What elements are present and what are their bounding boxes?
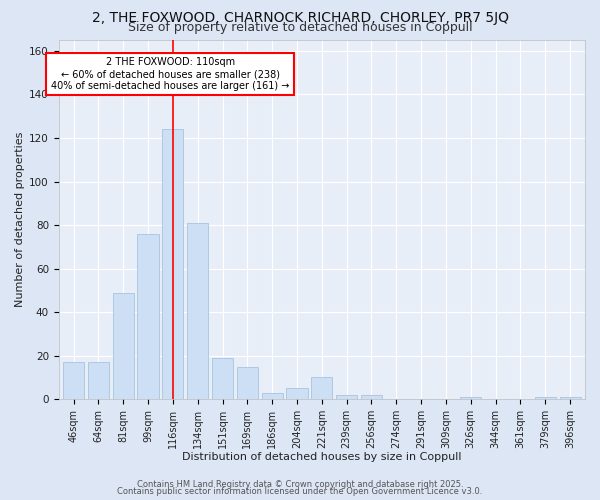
Text: 2 THE FOXWOOD: 110sqm
← 60% of detached houses are smaller (238)
40% of semi-det: 2 THE FOXWOOD: 110sqm ← 60% of detached … bbox=[51, 58, 290, 90]
Bar bbox=[212, 358, 233, 399]
Text: Contains HM Land Registry data © Crown copyright and database right 2025.: Contains HM Land Registry data © Crown c… bbox=[137, 480, 463, 489]
Bar bbox=[187, 223, 208, 399]
Bar bbox=[63, 362, 84, 399]
Text: Size of property relative to detached houses in Coppull: Size of property relative to detached ho… bbox=[128, 22, 472, 35]
Bar bbox=[113, 292, 134, 399]
Bar bbox=[88, 362, 109, 399]
Bar bbox=[262, 392, 283, 399]
Bar bbox=[137, 234, 158, 399]
Bar bbox=[460, 397, 481, 399]
Bar bbox=[237, 366, 258, 399]
Bar bbox=[311, 378, 332, 399]
Text: 2, THE FOXWOOD, CHARNOCK RICHARD, CHORLEY, PR7 5JQ: 2, THE FOXWOOD, CHARNOCK RICHARD, CHORLE… bbox=[91, 11, 509, 25]
Bar bbox=[361, 395, 382, 399]
Bar bbox=[560, 397, 581, 399]
Bar bbox=[286, 388, 308, 399]
X-axis label: Distribution of detached houses by size in Coppull: Distribution of detached houses by size … bbox=[182, 452, 461, 462]
Text: Contains public sector information licensed under the Open Government Licence v3: Contains public sector information licen… bbox=[118, 487, 482, 496]
Bar bbox=[162, 130, 184, 399]
Bar bbox=[535, 397, 556, 399]
Bar bbox=[336, 395, 357, 399]
Y-axis label: Number of detached properties: Number of detached properties bbox=[15, 132, 25, 308]
